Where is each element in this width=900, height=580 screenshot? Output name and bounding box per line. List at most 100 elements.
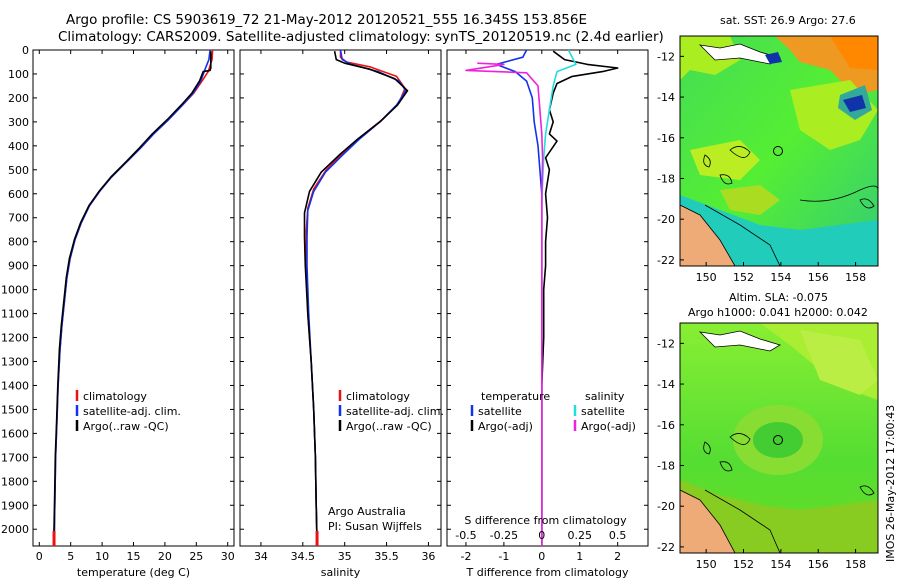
legend-label: Argo(..raw -QC) [346,420,432,433]
annotation-text: PI: Susan Wijffels [328,520,422,533]
map-lat-label: -12 [657,50,675,63]
legend-label: Argo(-adj) [478,420,533,433]
footer-timestamp: IMOS 26-May-2012 17:00:43 [884,405,897,562]
x-tick-label: 34.5 [291,550,316,563]
salinity-diff-tick-label: -0.25 [490,529,518,542]
map-lon-label: 158 [845,558,866,571]
legend-label: temperature [481,390,550,403]
map-lat-label: -12 [657,337,675,350]
salinity-panel: 34 34.5 35 35.5 36 salinity climatology satelli… [239,49,444,579]
map-lat-label: -22 [657,254,675,267]
x-tick-label: 25 [189,550,203,563]
map-lat-label: -18 [657,172,675,185]
depth-tick-label: 100 [8,68,29,81]
legend-label: satellite-adj. clim. [346,405,444,418]
salinity-diff-tick-label: 0.5 [609,529,627,542]
x-tick-label: -2 [460,550,471,563]
x-tick-label: 20 [158,550,172,563]
sla-map-title-line2: Argo h1000: 0.041 h2000: 0.042 [688,306,868,319]
map-lat-label: -22 [657,541,675,554]
depth-tick-label: 1200 [1,332,29,345]
legend-label: satellite [478,405,522,418]
map-lon-label: 150 [696,271,717,284]
legend-label: climatology [83,390,147,403]
salinity-diff-tick-label: -0.5 [455,529,476,542]
figure-title-line2: Climatology: CARS2009. Satellite-adjuste… [58,29,664,45]
depth-tick-label: 1100 [1,308,29,321]
depth-tick-label: 600 [8,188,29,201]
map-lat-label: -14 [657,91,675,104]
map-lon-label: 156 [808,558,829,571]
x-tick-label: 35.5 [374,550,399,563]
sla-map-title-line1: Altim. SLA: -0.075 [729,291,828,304]
map-lat-label: -18 [657,459,675,472]
depth-tick-label: 1300 [1,355,29,368]
x-tick-label: 36 [421,550,435,563]
salinity-xlabel: salinity [321,566,361,579]
depth-tick-label: 1500 [1,403,29,416]
x-tick-label: 30 [221,550,235,563]
map-lon-label: 158 [845,271,866,284]
salinity-diff-label: S difference from climatology [464,514,627,527]
map-lat-label: -20 [657,213,675,226]
temperature-panel: 0100200300400500600700800900100011001200… [1,44,235,579]
sst-map-title: sat. SST: 26.9 Argo: 27.6 [720,14,856,27]
depth-tick-label: 1700 [1,451,29,464]
legend-label: climatology [346,390,410,403]
x-tick-label: 1 [576,550,583,563]
x-tick-label: 15 [127,550,141,563]
depth-tick-label: 1400 [1,379,29,392]
map-lat-label: -16 [657,419,675,432]
difference-series-salinity-argo [465,62,544,546]
map-lon-label: 154 [770,271,791,284]
legend-label: Argo(-adj) [581,420,636,433]
map-lon-label: 152 [733,271,754,284]
difference-series-temperature-argo [541,50,619,546]
legend-label: salinity [585,390,625,403]
difference-xlabel: T difference from climatology [466,566,629,579]
x-tick-label: 35 [338,550,352,563]
temperature-xlabel: temperature (deg C) [77,566,190,579]
map-lon-label: 156 [808,271,829,284]
x-tick-label: 0 [538,550,545,563]
depth-tick-label: 400 [8,140,29,153]
depth-tick-label: 700 [8,212,29,225]
figure-title-line1: Argo profile: CS 5903619_72 21-May-2012 … [66,12,587,28]
depth-tick-label: 300 [8,116,29,129]
x-tick-label: -1 [498,550,509,563]
x-tick-label: 10 [95,550,109,563]
map-lon-label: 150 [696,558,717,571]
salinity-diff-tick-label: 0 [538,529,545,542]
salinity-diff-tick-label: 0.25 [567,529,592,542]
depth-tick-label: 800 [8,236,29,249]
map-lat-label: -14 [657,378,675,391]
annotation-text: Argo Australia [328,505,406,518]
x-tick-label: 5 [67,550,74,563]
legend-label: Argo(..raw -QC) [83,420,169,433]
x-tick-label: 34 [254,550,268,563]
map-lat-label: -20 [657,500,675,513]
map-lon-label: 154 [770,558,791,571]
legend-label: satellite [581,405,625,418]
legend-label: satellite-adj. clim. [83,405,181,418]
difference-plot-frame [446,49,649,547]
depth-tick-label: 1000 [1,284,29,297]
temperature-series-argo [52,51,212,547]
map-lon-label: 152 [733,558,754,571]
depth-tick-label: 900 [8,260,29,273]
depth-tick-label: 2000 [1,523,29,536]
salinity-series-argo [303,51,409,544]
temperature-plot-frame [32,49,235,547]
sla-map: Altim. SLA: -0.075 Argo h1000: 0.041 h20… [679,291,879,554]
x-tick-label: 0 [36,550,43,563]
depth-tick-label: 500 [8,164,29,177]
depth-tick-label: 1900 [1,499,29,512]
salinity-plot-frame [239,49,442,547]
x-tick-label: 2 [614,550,621,563]
map-lat-label: -16 [657,132,675,145]
map-axes: -12 -14 -16 -18 -20 -22 150 152 154 156 158 -12 -14 -… [657,50,866,571]
difference-panel: -2 -1 0 1 2 T difference from climatology temp… [446,49,649,579]
depth-tick-label: 200 [8,92,29,105]
depth-tick-label: 0 [22,44,29,57]
